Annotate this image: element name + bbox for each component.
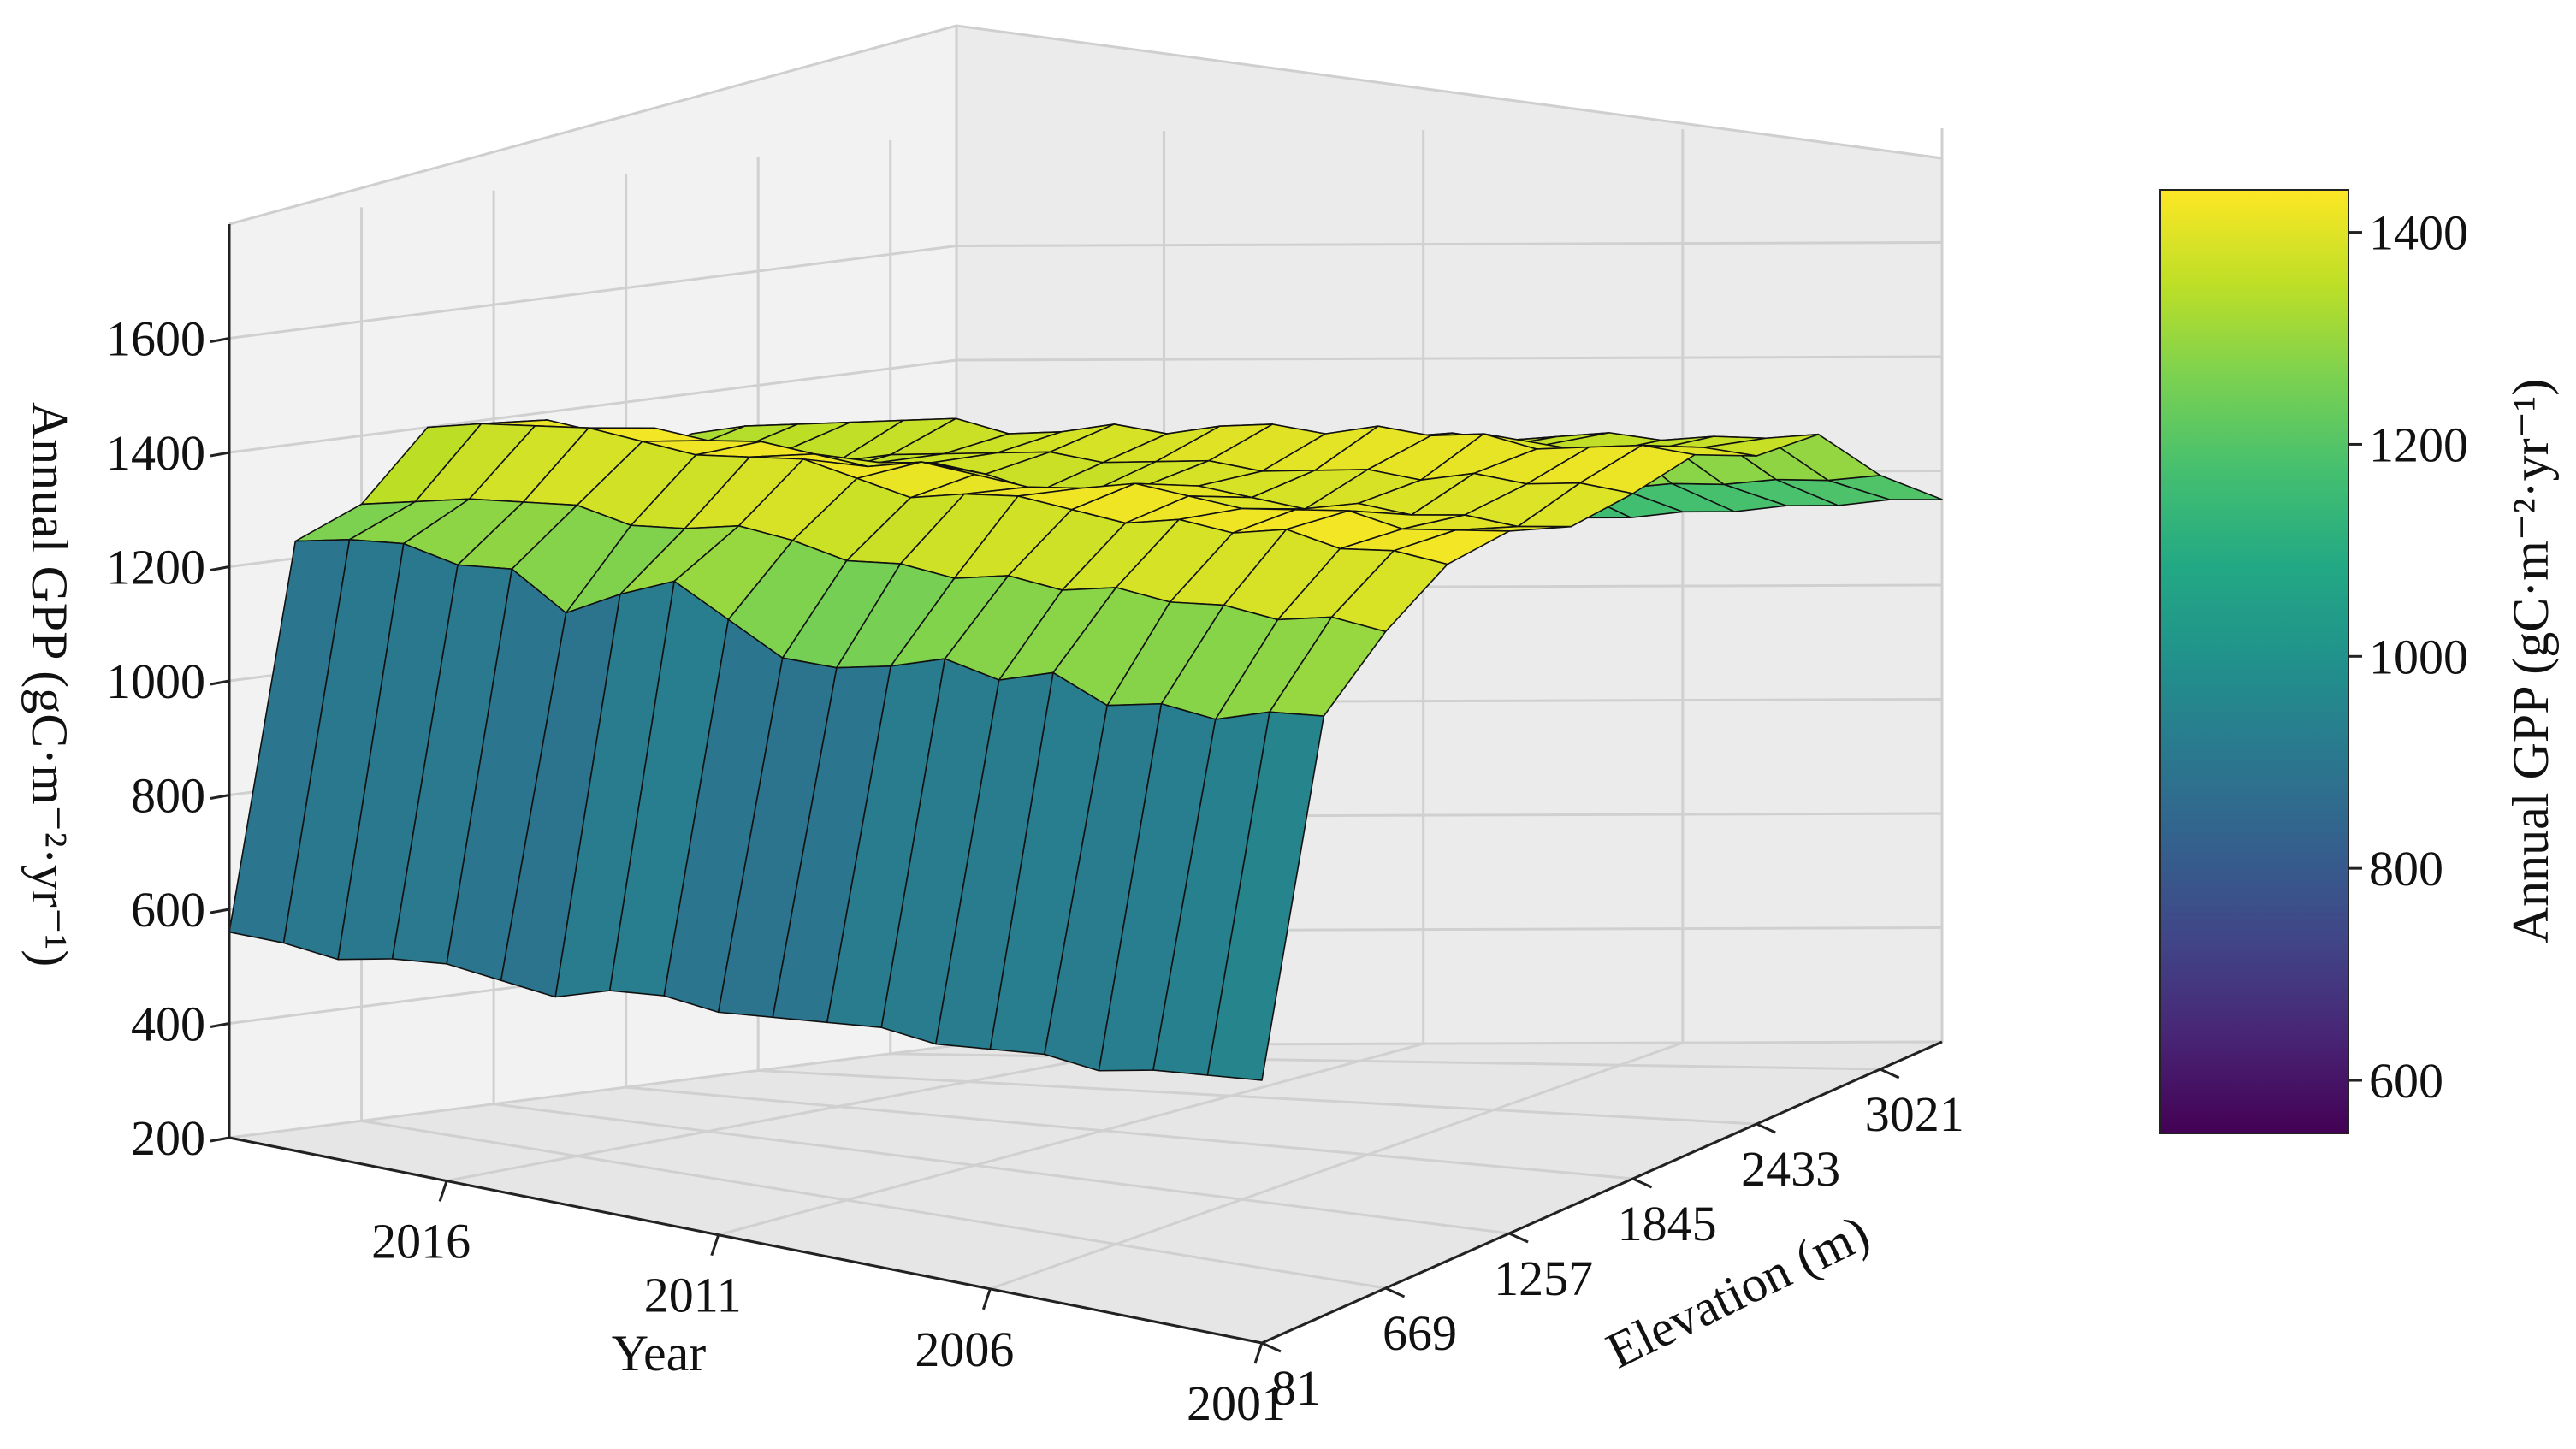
gpp-surface: [228, 417, 1943, 1081]
colorbar-tick-label: 1200: [2369, 417, 2468, 472]
elevation-tick-label: 1845: [1618, 1196, 1717, 1251]
z-tick-label: 1400: [106, 425, 205, 481]
z-tick-mark: [210, 1022, 230, 1028]
z-tick-label: 1200: [106, 540, 205, 595]
colorbar-gradient: [2159, 189, 2349, 1134]
z-tick-label: 200: [131, 1110, 205, 1166]
elevation-tick-label: 669: [1383, 1305, 1457, 1361]
z-tick-label: 400: [131, 997, 205, 1052]
surface-facet: [1206, 711, 1325, 1081]
gridline-year: [989, 129, 1685, 1291]
z-axis-label: Annual GPP (gC·m⁻²·yr⁻¹): [21, 402, 78, 967]
colorbar-tick-label: 600: [2369, 1053, 2443, 1109]
colorbar-label: Annual GPP (gC·m⁻²·yr⁻¹): [2502, 379, 2559, 943]
z-tick-mark: [210, 908, 230, 914]
year-tick-label: 2016: [371, 1214, 471, 1269]
z-tick-label: 600: [131, 882, 205, 937]
z-tick-mark: [210, 337, 230, 343]
colorbar: Annual GPP (gC·m⁻²·yr⁻¹) 600 800 1000 1200 1…: [2159, 189, 2559, 1134]
z-tick-mark: [210, 451, 230, 458]
z-tick-mark: [210, 565, 230, 571]
year-tick-mark: [710, 1234, 720, 1257]
colorbar-tick-label: 1000: [2369, 629, 2468, 684]
floor-pane: [229, 1042, 1942, 1343]
elevation-tick-mark: [1261, 1341, 1282, 1353]
elevation-tick-mark: [1632, 1177, 1653, 1189]
year-axis-line: [228, 1136, 1263, 1345]
axis-lines-and-ticks: 200 400 600 800 1000 1200 1400 1600 2016 2011 2006…: [106, 224, 1964, 1431]
elevation-tick-label: 81: [1271, 1360, 1321, 1416]
elevation-tick-mark: [1756, 1122, 1776, 1134]
elevation-tick-label: 3021: [1865, 1086, 1964, 1142]
z-tick-mark: [210, 794, 230, 800]
year-tick-mark: [438, 1180, 448, 1203]
colorbar-tick-label: 1400: [2369, 205, 2468, 261]
z-tick-mark: [210, 679, 230, 686]
year-axis-label: Year: [612, 1325, 707, 1381]
z-tick-label: 1000: [106, 654, 205, 709]
elevation-tick-label: 1257: [1494, 1251, 1593, 1306]
year-tick-label: 2001: [1187, 1375, 1286, 1431]
year-tick-label: 2006: [915, 1322, 1014, 1377]
year-tick-mark: [1253, 1342, 1264, 1364]
z-tick-label: 800: [131, 768, 205, 824]
elevation-axis-line: [1261, 1040, 1943, 1345]
colorbar-tick-label: 800: [2369, 841, 2443, 896]
year-tick-label: 2011: [644, 1268, 742, 1323]
elevation-tick-mark: [1508, 1232, 1529, 1244]
z-tick-label: 1600: [106, 311, 205, 367]
year-tick-mark: [981, 1288, 992, 1310]
elevation-tick-label: 2433: [1741, 1141, 1840, 1197]
elevation-tick-mark: [1384, 1286, 1406, 1298]
elevation-tick-mark: [1880, 1068, 1900, 1079]
z-tick-mark: [210, 1136, 230, 1143]
